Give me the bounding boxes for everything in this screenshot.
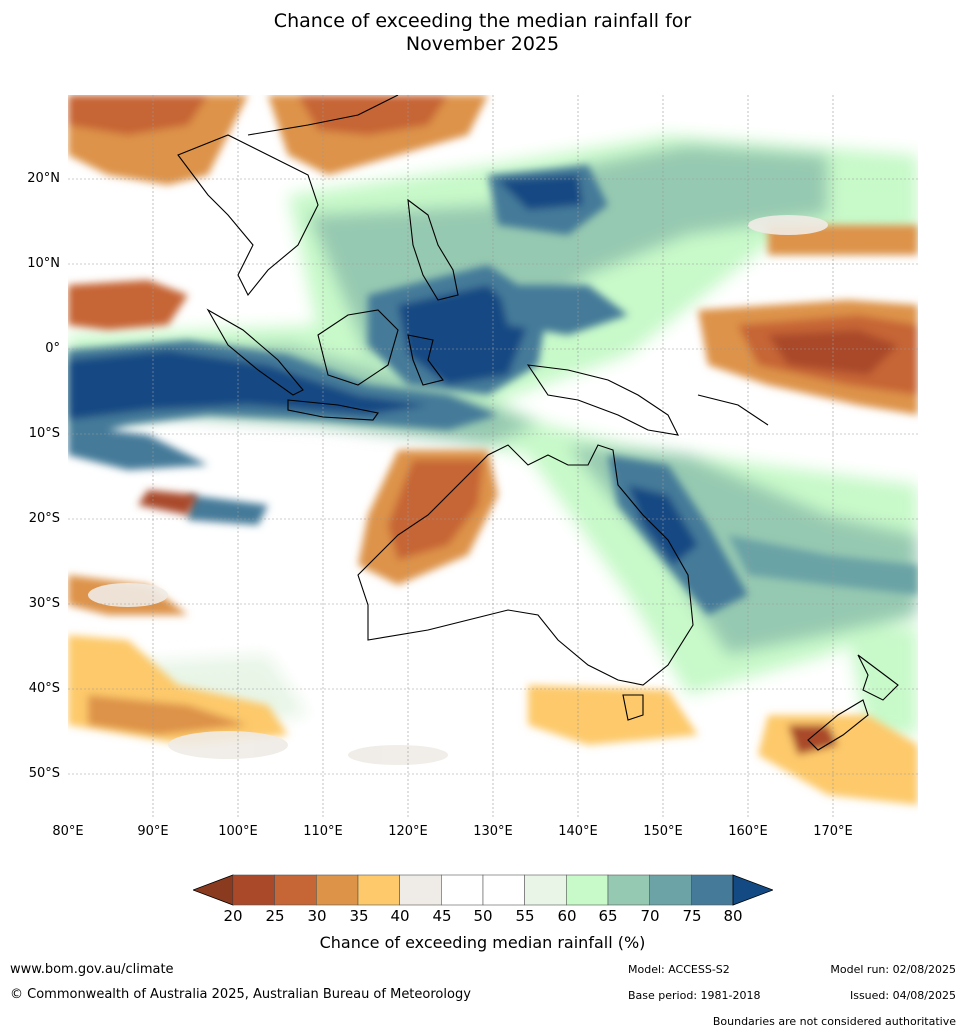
colorbar — [193, 874, 773, 906]
colorbar-tick-30: 30 — [307, 907, 327, 925]
title-line-1: Chance of exceeding the median rainfall … — [273, 10, 692, 32]
colorbar-arrow-high — [732, 874, 773, 906]
colorbar-cell — [441, 874, 484, 906]
colorbar-tick-65: 65 — [598, 907, 618, 925]
colorbar-tick-70: 70 — [640, 907, 660, 925]
solomons-coast — [697, 394, 769, 426]
colorbar-cell — [399, 874, 442, 906]
colorbar-tick-35: 35 — [349, 907, 369, 925]
colorbar-tick-80: 80 — [723, 907, 743, 925]
colorbar-label: Chance of exceeding median rainfall (%) — [319, 933, 646, 952]
colorbar-tick-50: 50 — [473, 907, 493, 925]
tasmania-coast — [622, 694, 644, 721]
colorbar-tick-60: 60 — [557, 907, 577, 925]
china-coast — [247, 95, 399, 136]
colorbar-cell — [232, 874, 275, 906]
new-zealand-north — [857, 654, 899, 701]
lon-label-170e: 170°E — [813, 824, 853, 839]
lat-label-10s: 10°S — [28, 426, 60, 441]
dry-anomaly-regions — [68, 95, 918, 805]
map-title: Chance of exceeding the median rainfall … — [0, 10, 965, 56]
footer-copyright: © Commonwealth of Australia 2025, Austra… — [10, 987, 471, 1002]
indochina-coast — [177, 134, 319, 297]
colorbar-cell — [691, 874, 734, 906]
footer-website: www.bom.gov.au/climate — [10, 962, 174, 977]
colorbar-cell — [316, 874, 359, 906]
sumatra-coast — [206, 308, 304, 396]
graticule — [68, 95, 918, 817]
colorbar-cell — [607, 874, 650, 906]
lat-label-30s: 30°S — [28, 596, 60, 611]
footer-model: Model: ACCESS-S2 — [628, 963, 730, 976]
australia-coast — [357, 444, 694, 686]
colorbar-cells — [193, 874, 773, 906]
lon-label-160e: 160°E — [728, 824, 768, 839]
colorbar-tick-25: 25 — [265, 907, 285, 925]
sulawesi-coast — [407, 334, 444, 386]
rainfall-probability-map — [68, 95, 918, 817]
lat-label-50s: 50°S — [28, 766, 60, 781]
new-zealand-south — [807, 699, 869, 751]
colorbar-cell — [566, 874, 609, 906]
lon-label-100e: 100°E — [218, 824, 258, 839]
philippines-coast — [407, 198, 459, 301]
lon-label-120e: 120°E — [388, 824, 428, 839]
title-line-2: November 2025 — [405, 33, 560, 55]
colorbar-tick-45: 45 — [432, 907, 452, 925]
colorbar-cell — [274, 874, 317, 906]
colorbar-cell — [357, 874, 400, 906]
colorbar-cell — [649, 874, 692, 906]
colorbar-cell — [482, 874, 525, 906]
lon-label-110e: 110°E — [303, 824, 343, 839]
footer-base-period: Base period: 1981-2018 — [628, 989, 761, 1002]
lon-label-80e: 80°E — [52, 824, 84, 839]
lon-label-130e: 130°E — [473, 824, 513, 839]
colorbar-cell — [524, 874, 567, 906]
coastlines — [177, 95, 899, 751]
colorbar-tick-75: 75 — [682, 907, 702, 925]
lat-label-40s: 40°S — [28, 681, 60, 696]
lat-label-10n: 10°N — [27, 256, 60, 271]
colorbar-tick-40: 40 — [390, 907, 410, 925]
footer-issued: Issued: 04/08/2025 — [849, 989, 956, 1002]
lon-label-90e: 90°E — [137, 824, 169, 839]
colorbar-arrow-low — [193, 874, 234, 906]
lat-label-20s: 20°S — [28, 511, 60, 526]
java-coast — [287, 399, 379, 421]
borneo-coast — [317, 309, 399, 386]
lat-label-20n: 20°N — [27, 171, 60, 186]
footer-disclaimer: Boundaries are not considered authoritat… — [712, 1015, 956, 1028]
lat-label-0: 0° — [45, 341, 60, 356]
lon-label-150e: 150°E — [643, 824, 683, 839]
colorbar-tick-20: 20 — [223, 907, 243, 925]
colorbar-tick-55: 55 — [515, 907, 535, 925]
map-canvas — [68, 95, 918, 817]
near-normal-patches — [88, 215, 828, 765]
footer-model-run: Model run: 02/08/2025 — [830, 963, 956, 976]
lon-label-140e: 140°E — [558, 824, 598, 839]
new-guinea-coast — [526, 364, 679, 436]
